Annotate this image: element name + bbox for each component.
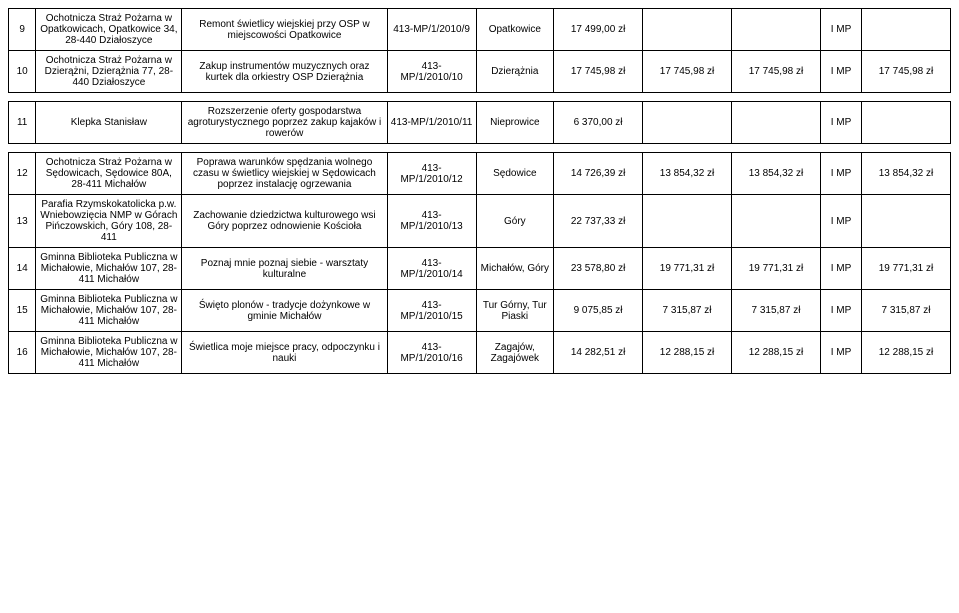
amount-1: 23 578,80 zł (554, 248, 643, 290)
imp-cell: I MP (820, 195, 861, 248)
amount-3: 12 288,15 zł (732, 332, 821, 374)
imp-cell: I MP (820, 51, 861, 93)
org-cell: Ochotnicza Straż Pożarna w Dzierążni, Dz… (36, 51, 182, 93)
amount-2 (643, 102, 732, 144)
imp-cell: I MP (820, 102, 861, 144)
amount-2: 7 315,87 zł (643, 290, 732, 332)
row-number: 10 (9, 51, 36, 93)
code-cell: 413-MP/1/2010/11 (387, 102, 476, 144)
amount-1: 14 726,39 zł (554, 153, 643, 195)
amount-1: 9 075,85 zł (554, 290, 643, 332)
org-cell: Klepka Stanisław (36, 102, 182, 144)
table-row: 12Ochotnicza Straż Pożarna w Sędowicach,… (9, 153, 951, 195)
amount-3 (732, 102, 821, 144)
amount-4 (862, 195, 951, 248)
table-row: 13Parafia Rzymskokatolicka p.w. Wniebowz… (9, 195, 951, 248)
amount-3: 7 315,87 zł (732, 290, 821, 332)
amount-2: 19 771,31 zł (643, 248, 732, 290)
amount-1: 6 370,00 zł (554, 102, 643, 144)
place-cell: Sędowice (476, 153, 554, 195)
desc-cell: Święto plonów - tradycje dożynkowe w gmi… (182, 290, 387, 332)
org-cell: Ochotnicza Straż Pożarna w Sędowicach, S… (36, 153, 182, 195)
desc-cell: Poprawa warunków spędzania wolnego czasu… (182, 153, 387, 195)
row-number: 16 (9, 332, 36, 374)
desc-cell: Świetlica moje miejsce pracy, odpoczynku… (182, 332, 387, 374)
amount-4: 7 315,87 zł (862, 290, 951, 332)
amount-2: 13 854,32 zł (643, 153, 732, 195)
place-cell: Nieprowice (476, 102, 554, 144)
amount-4 (862, 102, 951, 144)
org-cell: Gminna Biblioteka Publiczna w Michałowie… (36, 332, 182, 374)
place-cell: Dzierążnia (476, 51, 554, 93)
amount-4: 19 771,31 zł (862, 248, 951, 290)
org-cell: Parafia Rzymskokatolicka p.w. Wniebowzię… (36, 195, 182, 248)
code-cell: 413-MP/1/2010/14 (387, 248, 476, 290)
amount-3 (732, 195, 821, 248)
row-number: 13 (9, 195, 36, 248)
table-row: 14Gminna Biblioteka Publiczna w Michałow… (9, 248, 951, 290)
row-number: 12 (9, 153, 36, 195)
group-spacer (9, 93, 951, 102)
place-cell: Tur Górny, Tur Piaski (476, 290, 554, 332)
amount-3: 19 771,31 zł (732, 248, 821, 290)
row-number: 14 (9, 248, 36, 290)
code-cell: 413-MP/1/2010/9 (387, 9, 476, 51)
data-table: 9Ochotnicza Straż Pożarna w Opatkowicach… (8, 8, 951, 374)
org-cell: Gminna Biblioteka Publiczna w Michałowie… (36, 248, 182, 290)
amount-3: 17 745,98 zł (732, 51, 821, 93)
amount-1: 17 499,00 zł (554, 9, 643, 51)
code-cell: 413-MP/1/2010/10 (387, 51, 476, 93)
group-spacer (9, 144, 951, 153)
table-row: 16Gminna Biblioteka Publiczna w Michałow… (9, 332, 951, 374)
imp-cell: I MP (820, 9, 861, 51)
code-cell: 413-MP/1/2010/16 (387, 332, 476, 374)
place-cell: Michałów, Góry (476, 248, 554, 290)
code-cell: 413-MP/1/2010/15 (387, 290, 476, 332)
org-cell: Gminna Biblioteka Publiczna w Michałowie… (36, 290, 182, 332)
amount-1: 22 737,33 zł (554, 195, 643, 248)
amount-4: 17 745,98 zł (862, 51, 951, 93)
desc-cell: Rozszerzenie oferty gospodarstwa agrotur… (182, 102, 387, 144)
imp-cell: I MP (820, 290, 861, 332)
desc-cell: Remont świetlicy wiejskiej przy OSP w mi… (182, 9, 387, 51)
table-row: 15Gminna Biblioteka Publiczna w Michałow… (9, 290, 951, 332)
table-row: 11Klepka StanisławRozszerzenie oferty go… (9, 102, 951, 144)
imp-cell: I MP (820, 332, 861, 374)
row-number: 9 (9, 9, 36, 51)
code-cell: 413-MP/1/2010/12 (387, 153, 476, 195)
code-cell: 413-MP/1/2010/13 (387, 195, 476, 248)
place-cell: Opatkowice (476, 9, 554, 51)
amount-4: 12 288,15 zł (862, 332, 951, 374)
imp-cell: I MP (820, 248, 861, 290)
place-cell: Zagajów, Zagajówek (476, 332, 554, 374)
imp-cell: I MP (820, 153, 861, 195)
place-cell: Góry (476, 195, 554, 248)
amount-2: 12 288,15 zł (643, 332, 732, 374)
amount-2: 17 745,98 zł (643, 51, 732, 93)
amount-1: 14 282,51 zł (554, 332, 643, 374)
row-number: 15 (9, 290, 36, 332)
amount-2 (643, 195, 732, 248)
amount-2 (643, 9, 732, 51)
amount-4: 13 854,32 zł (862, 153, 951, 195)
row-number: 11 (9, 102, 36, 144)
desc-cell: Poznaj mnie poznaj siebie - warsztaty ku… (182, 248, 387, 290)
amount-3: 13 854,32 zł (732, 153, 821, 195)
table-row: 9Ochotnicza Straż Pożarna w Opatkowicach… (9, 9, 951, 51)
org-cell: Ochotnicza Straż Pożarna w Opatkowicach,… (36, 9, 182, 51)
amount-3 (732, 9, 821, 51)
amount-1: 17 745,98 zł (554, 51, 643, 93)
desc-cell: Zakup instrumentów muzycznych oraz kurte… (182, 51, 387, 93)
amount-4 (862, 9, 951, 51)
table-row: 10Ochotnicza Straż Pożarna w Dzierążni, … (9, 51, 951, 93)
desc-cell: Zachowanie dziedzictwa kulturowego wsi G… (182, 195, 387, 248)
